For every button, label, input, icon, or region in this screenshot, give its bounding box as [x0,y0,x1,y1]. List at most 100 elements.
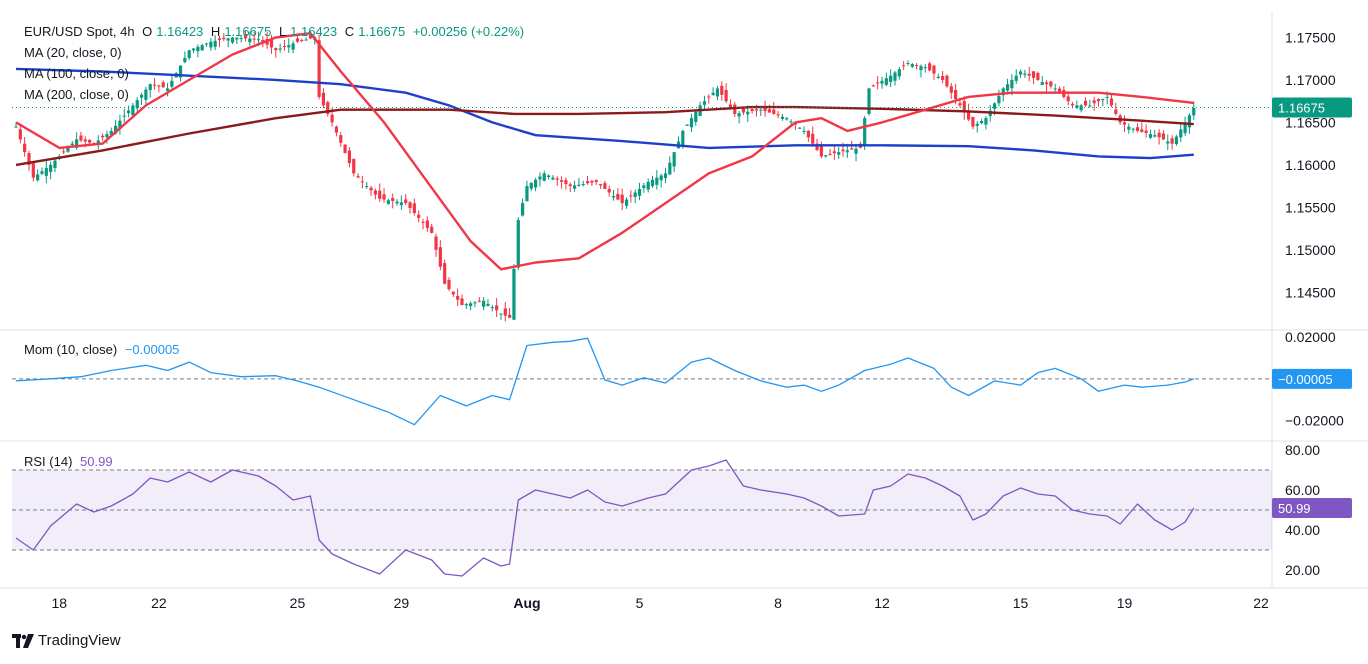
candle-body [763,107,767,112]
price-tick-label: 1.15000 [1285,242,1336,258]
candle-body [611,196,616,198]
candle-body [681,130,685,147]
candle-body [248,38,252,43]
time-tick-label: 25 [290,595,306,611]
candle-body [741,108,746,113]
candle-body [278,48,282,50]
candle-body [23,143,27,153]
candle-body [79,135,83,141]
candle-body [728,104,733,108]
candle-body [1183,122,1187,134]
candle-body [1044,82,1049,85]
candle-body [1101,99,1105,101]
candle-body [222,37,226,40]
candle-body [564,180,568,184]
candle-body [317,40,321,97]
candle-body [581,183,585,185]
candle-body [832,151,836,154]
candle-body [36,174,40,181]
high-label: H [210,24,221,39]
candle-body [997,95,1001,104]
candle-body [200,45,204,51]
candle-body [274,48,278,51]
time-tick-label: 22 [1253,595,1269,611]
candle-body [746,111,750,115]
candle-body [559,180,564,182]
candle-body [31,163,35,178]
candle-body [798,127,802,129]
candle-body [603,183,607,189]
rsi-line [15,459,1195,577]
candle-body [412,203,416,214]
rsi-tick-label: 20.00 [1285,562,1320,578]
candle-body [269,39,274,48]
candle-body [226,38,230,41]
candle-body [923,67,927,69]
candle-body [642,185,646,189]
candle-body [1088,105,1092,107]
candle-body [1018,71,1023,75]
mom-value: −0.00005 [124,342,180,357]
time-tick-label: 19 [1117,595,1133,611]
mom-label: Mom (10, close) [24,342,118,357]
change-value: +0.00256 (+0.22%) [412,24,525,39]
rsi-tick-label: 60.00 [1285,482,1320,498]
candle-body [395,201,399,204]
last-price-tag: 1.16675 [1278,101,1325,116]
candle-body [936,76,940,78]
mom-tick-label: −0.02000 [1285,413,1344,429]
candle-body [131,105,135,116]
candle-body [105,134,109,138]
candle-body [1014,75,1018,81]
candle-body [135,100,139,109]
candle-body [1070,103,1075,106]
candle-body [650,179,655,187]
rsi-value-tag-bg [1272,498,1352,519]
candle-body [443,263,447,284]
candle-body [261,40,265,42]
candle-body [300,39,304,41]
candle-body [932,65,936,74]
price-tick-label: 1.16000 [1285,157,1336,173]
candle-body [482,300,486,307]
candle-body [707,96,711,98]
candle-body [239,38,243,40]
candle-body [902,65,906,67]
candle-body [785,118,789,120]
tradingview-logo-icon [12,633,34,648]
candle-body [954,90,958,100]
candle-body [88,139,92,143]
price-tick-label: 1.14500 [1285,284,1336,300]
candle-body [178,65,183,78]
mom-value-tag-bg [1272,368,1352,389]
candle-body [897,69,901,77]
candle-body [62,151,66,153]
candle-body [893,72,897,81]
candle-body [101,135,105,138]
candle-body [139,94,144,98]
tradingview-brand[interactable]: TradingView [12,632,121,649]
candle-body [113,125,118,134]
candle-body [291,43,295,50]
candle-body [906,62,910,64]
candle-body [767,109,772,113]
candle-body [1131,128,1135,130]
candle-body [663,173,668,179]
candle-body [1066,96,1070,102]
candle-body [694,111,698,123]
candle-body [148,84,152,91]
close-label: C [344,24,355,39]
candle-body [1001,88,1005,96]
candle-body [659,175,663,181]
candle-body [949,86,953,93]
candle-body [945,75,949,87]
candle-body [378,190,382,199]
candle-body [256,39,261,41]
candle-body [235,37,239,40]
candle-body [854,148,858,154]
candle-body [44,168,48,176]
candle-body [1031,71,1036,78]
candle-body [14,126,18,128]
candle-body [516,220,520,268]
